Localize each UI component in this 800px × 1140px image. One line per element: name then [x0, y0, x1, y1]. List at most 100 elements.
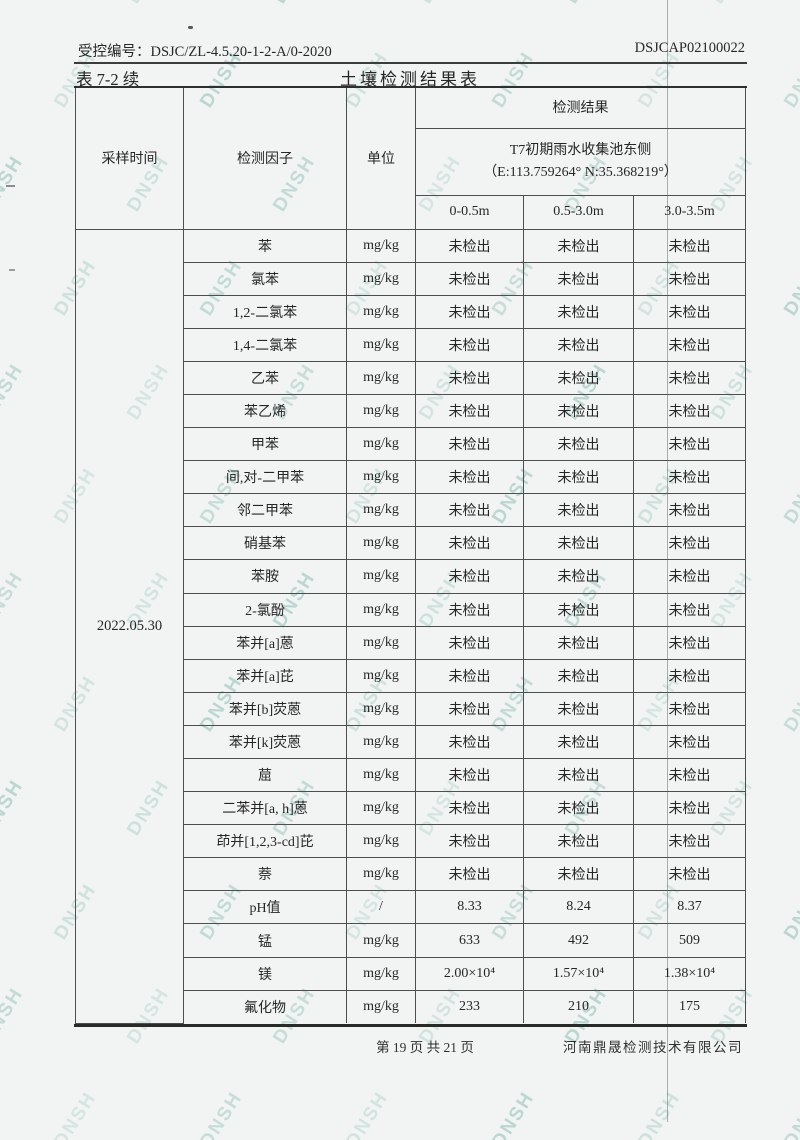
result-cell-depth-1: 未检出 [523, 294, 634, 329]
factor-cell: 镁 [183, 956, 347, 991]
table-row: 硝基苯 mg/kg 未检出 未检出 未检出 [76, 526, 746, 561]
unit-cell: mg/kg [346, 228, 416, 263]
result-cell-depth-0: 未检出 [415, 427, 524, 462]
result-cell-depth-0: 未检出 [415, 824, 524, 859]
unit-cell: mg/kg [346, 625, 416, 660]
unit-cell: mg/kg [346, 857, 416, 892]
table-reference: 表 7-2 续 [76, 70, 140, 89]
unit-cell: mg/kg [346, 923, 416, 958]
page-title: 土壤检测结果表 [340, 70, 480, 89]
result-cell-depth-0: 未检出 [415, 857, 524, 892]
unit-cell: mg/kg [346, 724, 416, 760]
result-cell-depth-0: 233 [415, 989, 524, 1024]
result-cell-depth-2: 未检出 [633, 691, 746, 726]
result-cell-depth-1: 未检出 [523, 691, 634, 726]
result-cell-depth-0: 未检出 [415, 559, 524, 594]
factor-cell: 邻二甲苯 [183, 493, 347, 528]
depth-header-0: 0-0.5m [415, 194, 524, 230]
table-header-row: 采样时间 检测因子 单位 检测结果 [75, 87, 746, 230]
factor-cell: 间,对-二甲苯 [183, 460, 347, 495]
result-cell-depth-0: 未检出 [415, 327, 524, 362]
unit-cell: mg/kg [346, 592, 416, 627]
table-row: 苯乙烯 mg/kg 未检出 未检出 未检出 [76, 393, 746, 429]
factor-cell: 苯并[b]荧蒽 [183, 691, 347, 726]
unit-cell: mg/kg [346, 956, 416, 991]
unit-cell: mg/kg [346, 989, 416, 1024]
result-cell-depth-0: 未检出 [415, 360, 524, 395]
result-cell-depth-1: 未检出 [523, 427, 634, 462]
factor-cell: 1,4-二氯苯 [183, 327, 347, 362]
sampling-date-cell: 2022.05.30 [75, 228, 184, 1024]
result-cell-depth-0: 未检出 [415, 691, 524, 726]
sampling-location-cell: T7初期雨水收集池东侧 （E:113.759264° N:35.368219°） [415, 127, 746, 196]
factor-cell: 苯 [183, 228, 347, 263]
result-cell-depth-1: 未检出 [523, 228, 634, 263]
location-name: T7初期雨水收集池东侧 [509, 142, 652, 158]
table-row: 苯并[b]荧蒽 mg/kg 未检出 未检出 未检出 [76, 691, 746, 726]
result-cell-depth-1: 未检出 [523, 261, 634, 296]
company-name: 河南鼎晟检测技术有限公司 [563, 1040, 743, 1055]
factor-cell: 2-氯酚 [183, 592, 347, 627]
factor-cell: 氯苯 [183, 261, 347, 296]
result-cell-depth-1: 未检出 [523, 824, 634, 859]
table-row: 1,4-二氯苯 mg/kg 未检出 未检出 未检出 [76, 327, 746, 362]
result-cell-depth-2: 未检出 [633, 393, 746, 429]
result-cell-depth-0: 未检出 [415, 724, 524, 760]
col-header-sampling-time: 采样时间 [75, 87, 184, 230]
table-location-row: T7初期雨水收集池东侧 （E:113.759264° N:35.368219°） [76, 127, 746, 196]
result-cell-depth-1: 未检出 [523, 757, 634, 793]
unit-cell: mg/kg [346, 393, 416, 429]
result-cell-depth-2: 未检出 [633, 791, 746, 826]
factor-cell: 乙苯 [183, 360, 347, 395]
result-cell-depth-1: 未检出 [523, 360, 634, 395]
result-cell-depth-0: 未检出 [415, 526, 524, 561]
result-cell-depth-1: 未检出 [523, 327, 634, 362]
table-row: 邻二甲苯 mg/kg 未检出 未检出 未检出 [76, 493, 746, 528]
factor-cell: 苯胺 [183, 559, 347, 594]
table-row: 苯并[a]蒽 mg/kg 未检出 未检出 未检出 [76, 625, 746, 660]
factor-cell: 硝基苯 [183, 526, 347, 561]
result-cell-depth-1: 8.24 [523, 890, 634, 925]
factor-cell: 二苯并[a, h]蒽 [183, 791, 347, 826]
result-cell-depth-2: 未检出 [633, 724, 746, 760]
factor-cell: 苯并[a]芘 [183, 658, 347, 693]
col-header-factor: 检测因子 [183, 87, 347, 230]
scan-speck [188, 26, 193, 29]
factor-cell: 氟化物 [183, 989, 347, 1024]
result-cell-depth-2: 175 [633, 989, 746, 1024]
table-row: 间,对-二甲苯 mg/kg 未检出 未检出 未检出 [76, 460, 746, 495]
unit-cell: mg/kg [346, 824, 416, 859]
unit-cell: mg/kg [346, 294, 416, 329]
result-cell-depth-2: 1.38×10⁴ [633, 956, 746, 991]
table-row: 苯并[k]荧蒽 mg/kg 未检出 未检出 未检出 [76, 724, 746, 760]
result-cell-depth-1: 未检出 [523, 857, 634, 892]
result-cell-depth-0: 未检出 [415, 493, 524, 528]
unit-cell: mg/kg [346, 658, 416, 693]
result-cell-depth-2: 未检出 [633, 592, 746, 627]
result-cell-depth-1: 1.57×10⁴ [523, 956, 634, 991]
table-row: 2022.05.30 苯 mg/kg 未检出 未检出 未检出 [75, 228, 746, 1024]
table-row: 氟化物 mg/kg 233 210 175 [76, 989, 746, 1024]
factor-cell: 茚并[1,2,3-cd]芘 [183, 824, 347, 859]
result-cell-depth-2: 未检出 [633, 658, 746, 693]
header-rule [74, 62, 747, 64]
result-cell-depth-0: 2.00×10⁴ [415, 956, 524, 991]
factor-cell: 甲苯 [183, 427, 347, 462]
depth-header-2: 3.0-3.5m [633, 194, 746, 230]
result-cell-depth-2: 未检出 [633, 559, 746, 594]
result-cell-depth-2: 未检出 [633, 294, 746, 329]
col-header-unit: 单位 [346, 87, 416, 230]
result-cell-depth-0: 未检出 [415, 261, 524, 296]
factor-cell: 锰 [183, 923, 347, 958]
result-cell-depth-0: 未检出 [415, 625, 524, 660]
result-cell-depth-2: 未检出 [633, 857, 746, 892]
report-number: DSJCAP02100022 [634, 40, 745, 56]
result-cell-depth-1: 未检出 [523, 493, 634, 528]
factor-cell: 苯并[a]蒽 [183, 625, 347, 660]
table-row: 锰 mg/kg 633 492 509 [76, 923, 746, 958]
result-cell-depth-0: 633 [415, 923, 524, 958]
result-cell-depth-2: 未检出 [633, 460, 746, 495]
table-row: 甲苯 mg/kg 未检出 未检出 未检出 [76, 427, 746, 462]
result-cell-depth-1: 未检出 [523, 791, 634, 826]
